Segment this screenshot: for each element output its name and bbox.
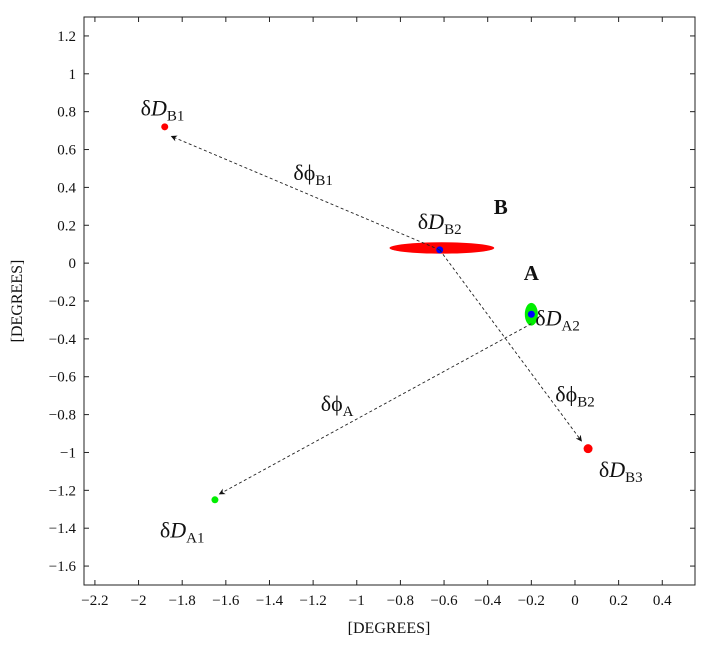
annotation-greek: δ [418,209,428,234]
cluster-label: B [494,195,508,219]
annotation-subscript: B1 [315,173,333,189]
axis-ticks [84,17,695,585]
x-tick-label: 0.2 [609,593,628,609]
x-tick-label: −1.6 [212,593,240,609]
y-tick-label: −1 [60,445,76,461]
y-tick-label: 0.2 [57,218,76,234]
y-tick-label: 1 [69,67,77,83]
symbol-annotation: δϕB1 [293,160,332,189]
data-point [211,496,219,504]
annotation-subscript: A2 [561,319,579,335]
annotation-italic: D [150,95,167,120]
annotation-subscript: A1 [186,531,204,547]
symbol-annotation: δDB3 [599,457,643,486]
x-tick-label: −0.4 [474,593,502,609]
symbol-annotation: δDB2 [418,209,462,238]
x-tick-label: 0 [571,593,579,609]
y-tick-label: −0.4 [49,332,77,348]
plot-frame [83,16,696,586]
x-axis-title: [DEGREES] [348,620,431,637]
x-tick-label: −1 [349,593,365,609]
y-tick-label: 0.8 [57,105,76,121]
y-tick-label: −1.6 [49,559,77,575]
x-tick-label: −2 [131,593,147,609]
annotation-subscript: A [343,404,354,420]
annotation-greek: δ [160,518,170,543]
data-marks [161,123,593,504]
annotation-subscript: B2 [444,222,462,238]
annotation-greek: δϕ [555,381,577,406]
y-tick-label: −1.4 [49,521,77,537]
symbol-annotation: δDA2 [535,306,580,335]
x-tick-label: 0.4 [653,593,672,609]
displacement-arrow [170,135,440,251]
y-tick-label: −0.8 [49,408,76,424]
annotation-italic: D [427,209,444,234]
y-tick-label: −0.2 [49,294,76,310]
tick-labels: −2.2 −2 −1.8 −1.6 −1.4 −1.2 −1 −0.8 −0.6 −0.4 −0.2… [49,29,672,609]
annotation-italic: D [608,457,625,482]
arrows [170,135,582,495]
y-tick-label: 0.6 [57,143,76,159]
symbol-annotation: δϕB2 [555,381,594,410]
annotation-greek: δ [535,306,545,331]
displacement-arrow [439,249,582,442]
y-tick-label: −1.2 [49,483,76,499]
symbol-annotation: δϕA [321,391,354,420]
center-point [527,310,535,318]
x-tick-label: −0.6 [430,593,458,609]
annotation-greek: δϕ [293,160,315,185]
x-tick-label: −1.2 [300,593,327,609]
annotation-italic: D [169,518,186,543]
x-tick-label: −1.4 [256,593,284,609]
x-tick-label: −0.2 [518,593,545,609]
displacement-arrow [218,323,532,495]
y-tick-label: 1.2 [57,29,76,45]
data-point [161,123,169,131]
x-tick-label: −0.8 [387,593,414,609]
annotation-greek: δϕ [321,391,343,416]
y-axis-title: [DEGREES] [9,260,26,343]
cluster-label: A [524,261,540,285]
annotation-greek: δ [599,457,609,482]
annotation-subscript: B3 [625,470,643,486]
y-tick-label: 0.4 [57,180,76,196]
annotation-subscript: B2 [577,394,595,410]
annotation-subscript: B1 [167,108,185,124]
x-tick-label: −2.2 [81,593,108,609]
x-tick-label: −1.8 [169,593,196,609]
annotation-italic: D [545,306,562,331]
data-point [583,444,593,454]
y-tick-label: −0.6 [49,370,77,386]
y-tick-label: 0 [69,256,77,272]
symbol-annotation: δDB1 [141,95,185,124]
symbol-annotation: δDA1 [160,518,205,547]
annotation-greek: δ [141,95,151,120]
